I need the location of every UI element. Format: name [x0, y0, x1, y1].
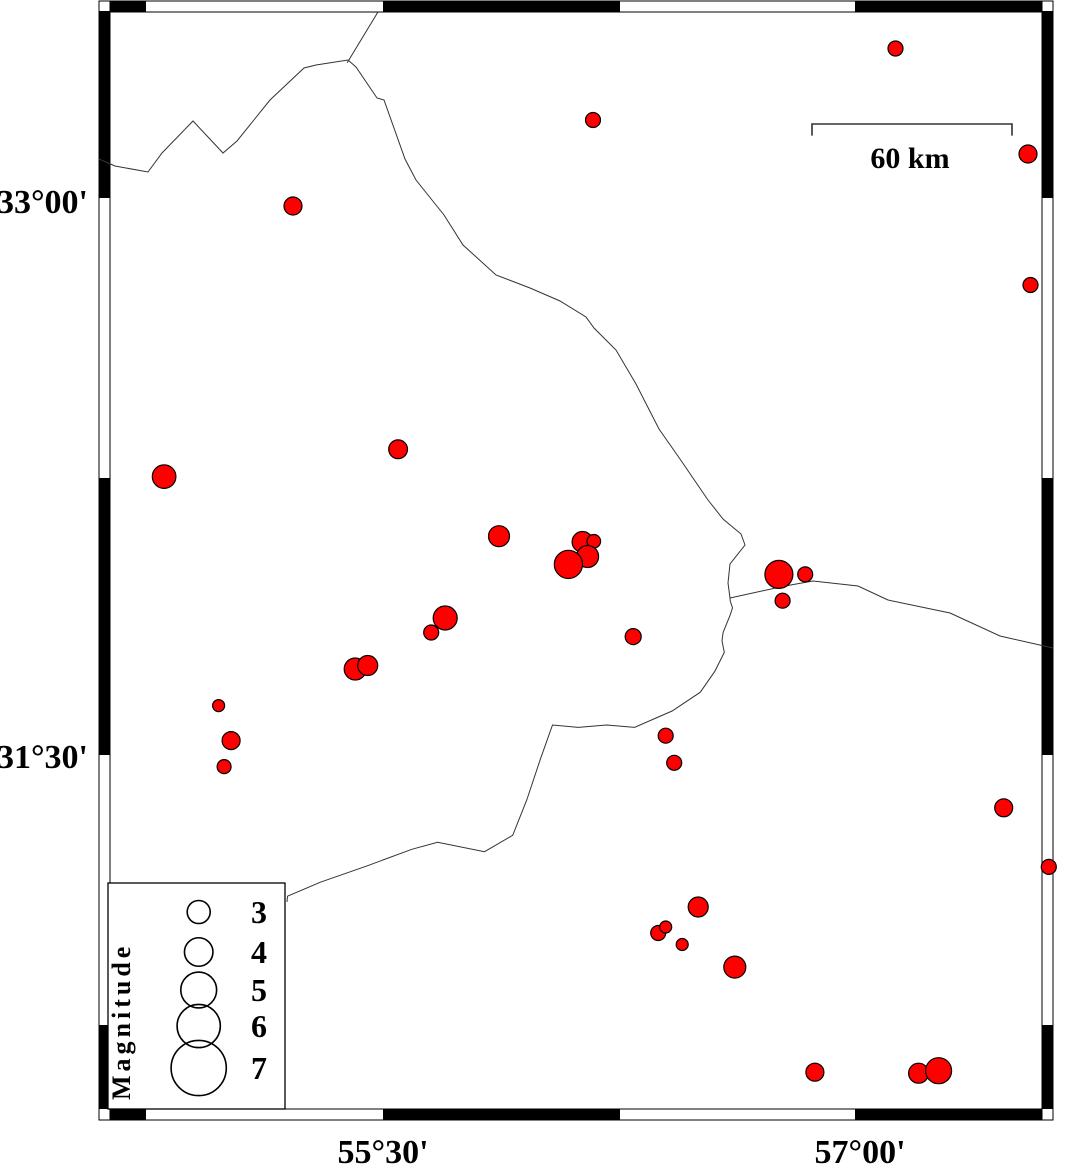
svg-text:33°00': 33°00': [0, 184, 88, 221]
svg-text:5: 5: [251, 972, 267, 1008]
svg-text:60 km: 60 km: [870, 142, 949, 175]
svg-text:4: 4: [251, 934, 267, 970]
svg-text:3: 3: [251, 894, 267, 930]
svg-text:31°30': 31°30': [0, 739, 88, 776]
svg-text:6: 6: [251, 1008, 267, 1044]
svg-text:Magnitude: Magnitude: [107, 943, 136, 1100]
svg-text:57°00': 57°00': [814, 1134, 905, 1169]
svg-text:7: 7: [251, 1050, 267, 1086]
svg-text:55°30': 55°30': [337, 1134, 428, 1169]
